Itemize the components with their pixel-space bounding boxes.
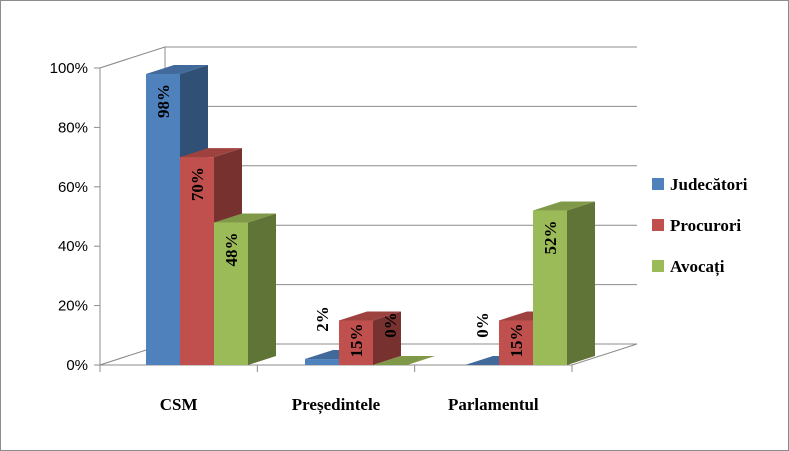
bar-side xyxy=(248,213,276,365)
bar-side xyxy=(567,201,595,365)
bar-top xyxy=(373,356,435,365)
bar-front xyxy=(214,222,248,365)
legend-swatch xyxy=(652,219,664,231)
bars xyxy=(146,64,595,365)
bar xyxy=(373,356,435,365)
bar-front xyxy=(146,73,180,365)
legend-swatch xyxy=(652,178,664,190)
x-category-label: Președintele xyxy=(292,395,381,415)
legend-label: Procurori xyxy=(670,216,741,235)
bar-top xyxy=(339,311,401,321)
gridline xyxy=(99,46,637,69)
data-label: 15% xyxy=(347,323,366,357)
legend-label: Judecători xyxy=(670,175,748,194)
data-label: 0% xyxy=(381,312,400,338)
bar-top xyxy=(146,64,208,74)
data-label: 2% xyxy=(313,306,332,332)
data-label: 0% xyxy=(473,312,492,338)
y-tick-label: 60% xyxy=(58,179,88,196)
data-label: 52% xyxy=(541,221,560,255)
data-label: 70% xyxy=(188,167,207,201)
x-category-label: CSM xyxy=(160,395,198,414)
legend: Judecători Procurori Avocați xyxy=(652,175,748,277)
data-label: 15% xyxy=(507,323,526,357)
legend-swatch xyxy=(652,260,664,272)
data-label: 98% xyxy=(154,84,173,118)
bar xyxy=(533,201,595,365)
bar-side xyxy=(373,311,401,365)
y-tick-label: 40% xyxy=(58,238,88,255)
bar-front xyxy=(180,157,214,365)
y-tick-label: 100% xyxy=(50,60,88,77)
bar-front xyxy=(499,320,533,365)
y-tick-label: 80% xyxy=(58,119,88,136)
bar xyxy=(339,311,401,365)
data-labels: 98% 70% 48% 2% 15% 0% 0% 15% 52% xyxy=(154,84,560,358)
y-tick-label: 20% xyxy=(58,298,88,315)
bar-top xyxy=(214,213,276,223)
bar-top xyxy=(533,201,595,211)
bar-front xyxy=(339,320,373,365)
bar-top xyxy=(180,148,242,158)
legend-label: Avocați xyxy=(670,257,725,277)
bar-front xyxy=(533,210,567,365)
y-tick-label: 0% xyxy=(66,357,88,374)
x-category-label: Parlamentul xyxy=(448,395,539,414)
data-label: 48% xyxy=(222,232,241,266)
bar xyxy=(214,213,276,365)
bar-front xyxy=(305,359,339,365)
